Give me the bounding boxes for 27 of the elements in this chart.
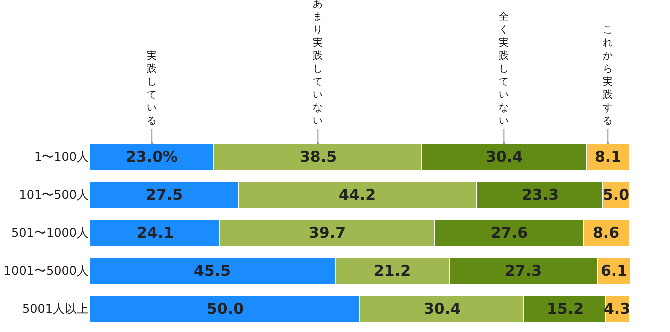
- y-tick-label: 101〜500人: [19, 188, 89, 202]
- data-label: 8.6: [593, 224, 620, 242]
- data-label: 24.1: [137, 224, 174, 242]
- data-label: 6.1: [601, 262, 628, 280]
- series-label: これから実践する: [603, 25, 613, 127]
- y-tick-label: 501〜1000人: [12, 226, 89, 240]
- data-label: 15.2: [547, 300, 584, 318]
- data-label: 39.7: [309, 224, 346, 242]
- y-tick-label: 1001〜5000人: [4, 264, 89, 278]
- data-label: 27.5: [146, 186, 184, 204]
- data-label: 45.5: [194, 262, 232, 280]
- data-label: 27.3: [505, 262, 542, 280]
- data-label: 21.2: [374, 262, 412, 280]
- data-label: 30.4: [424, 300, 462, 318]
- series-label: 実践している: [147, 50, 157, 127]
- data-label: 5.0: [603, 186, 630, 204]
- data-label: 30.4: [486, 148, 524, 166]
- y-tick-label: 5001人以上: [22, 302, 89, 316]
- data-label: 38.5: [300, 148, 338, 166]
- y-tick-label: 1〜100人: [34, 150, 89, 164]
- data-label: 27.6: [491, 224, 528, 242]
- data-label: 50.0: [207, 300, 244, 318]
- data-label: 8.1: [595, 148, 622, 166]
- data-label: 23.0%: [126, 148, 178, 166]
- data-label: 23.3: [522, 186, 560, 204]
- text: 全く実践していない: [499, 12, 509, 127]
- data-label: 44.2: [339, 186, 376, 204]
